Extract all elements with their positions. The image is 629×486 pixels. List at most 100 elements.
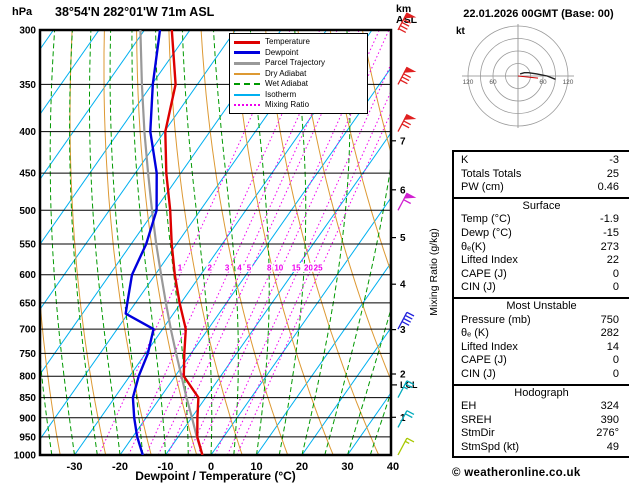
mixing-ratio-value-label: 5: [247, 264, 252, 273]
mixing-ratio-value-label: 15: [292, 264, 301, 273]
pressure-tick-label: 600: [19, 270, 36, 281]
wind-barb: [397, 380, 415, 398]
mixing-ratio-line: [236, 111, 391, 455]
isotherm-line: [40, 30, 145, 181]
legend-item: Mixing Ratio: [234, 100, 362, 111]
hodograph-ring-label: 60: [489, 79, 497, 86]
pressure-tick-label: 650: [19, 298, 36, 309]
table-row: CAPE (J) 0: [454, 268, 629, 282]
table-row: CAPE (J) 0: [454, 354, 629, 368]
temperature-tick-label: 0: [208, 461, 214, 473]
table-section-title: Hodograph: [454, 383, 629, 401]
table-row: Lifted Index 14: [454, 341, 629, 355]
mixing-ratio-value-label: 1: [178, 264, 183, 273]
pressure-tick-label: 550: [19, 240, 36, 251]
metric-label: CIN (J): [461, 281, 496, 294]
pressure-axis-unit-label: hPa: [12, 6, 33, 18]
metric-value: 273: [600, 240, 619, 253]
legend-item: Wet Adiabat: [234, 79, 362, 90]
lcl-label: LCL: [400, 380, 418, 390]
metric-label: CIN (J): [461, 367, 496, 380]
metric-value: 14: [606, 340, 619, 353]
pressure-tick-label: 700: [19, 325, 36, 336]
pressure-tick-label: 950: [19, 432, 36, 443]
temperature-tick-label: -10: [158, 461, 174, 473]
legend-item: Isotherm: [234, 90, 362, 101]
sounding-curves: [124, 30, 204, 455]
metric-label: Temp (°C): [461, 213, 511, 226]
pressure-tick-label: 900: [19, 413, 36, 424]
temperature-curve: [164, 30, 204, 455]
metric-label: PW (cm): [461, 181, 504, 194]
parcel-trajectory-curve: [139, 30, 204, 455]
isotherm-line: [301, 326, 391, 455]
mixing-ratio-value-label: 8: [267, 264, 272, 273]
metric-value: 750: [600, 313, 619, 326]
dry-adiabat-line: [103, 30, 152, 455]
table-row: Temp (°C) -1.9: [454, 213, 629, 227]
legend-item: Dry Adiabat: [234, 69, 362, 80]
metric-label: StmSpd (kt): [461, 440, 520, 453]
metric-value: 49: [606, 440, 619, 453]
temperature-tick-label: -20: [112, 461, 128, 473]
hodograph-unit-label: kt: [456, 26, 465, 37]
legend-item-label: Temperature: [265, 37, 310, 47]
pressure-tick-label: 750: [19, 349, 36, 360]
temperature-tick-label: 10: [250, 461, 262, 473]
hodograph-ring-label: 120: [563, 79, 574, 86]
hodograph-ring: [505, 63, 531, 89]
isotherm-line: [256, 261, 391, 455]
wind-barb: [397, 410, 415, 428]
pressure-tick-label: 350: [19, 80, 36, 91]
legend-line-sample: [234, 83, 260, 86]
indices-table: K -3 Totals Totals 25 PW (cm) 0.46 Surface Temp…: [452, 150, 629, 459]
legend-line-sample: [234, 72, 260, 75]
legend-line-sample: [234, 51, 260, 55]
temperature-tick-label: -30: [67, 461, 83, 473]
isotherm-line: [40, 30, 100, 116]
metric-label: StmDir: [461, 427, 495, 440]
table-row: θₑ (K) 282: [454, 327, 629, 341]
legend-item: Temperature: [234, 37, 362, 48]
table-row: K -3: [454, 154, 629, 168]
altitude-axis-unit-label: km ASL: [396, 4, 417, 26]
altitude-tick-label: 3: [400, 325, 406, 336]
pressure-tick-label: 500: [19, 206, 36, 217]
dry-adiabat-line: [329, 30, 391, 274]
altitude-tick-label: 6: [400, 185, 406, 196]
skewt-plot: 3003504004505005506006507007508008509009…: [14, 12, 440, 483]
temperature-tick-label: 40: [387, 461, 399, 473]
legend-item: Parcel Trajectory: [234, 58, 362, 69]
plot-legend: Temperature Dewpoint Parcel Trajectory Dry …: [229, 33, 368, 114]
wet-adiabat-line: [131, 30, 166, 455]
table-section-title: Most Unstable: [454, 296, 629, 314]
table-row: PW (cm) 0.46: [454, 181, 629, 195]
pressure-tick-label: 800: [19, 372, 36, 383]
wind-barb: [397, 66, 417, 85]
dewpoint-curve: [124, 30, 162, 455]
table-section-title: Surface: [454, 196, 629, 214]
table-row: Lifted Index 22: [454, 254, 629, 268]
table-row: StmSpd (kt) 49: [454, 441, 629, 455]
storm-motion-vector: [517, 75, 539, 79]
x-axis-label: Dewpoint / Temperature (°C): [135, 469, 296, 483]
metric-value: 0.46: [597, 181, 619, 194]
table-row: Totals Totals 25: [454, 168, 629, 182]
wind-barb: [397, 113, 417, 132]
mixing-ratio-value-label: 2: [207, 264, 212, 273]
table-row: EH 324: [454, 400, 629, 414]
table-row: CIN (J) 0: [454, 281, 629, 295]
wet-adiabat-line: [40, 354, 53, 455]
wet-adiabat-line: [89, 30, 121, 455]
legend-item-label: Dewpoint: [265, 47, 299, 57]
table-row: θₑ(K) 273: [454, 241, 629, 255]
mixing-ratio-value-label: 3: [225, 264, 230, 273]
pressure-tick-label: 400: [19, 127, 36, 138]
wind-barb: [397, 12, 417, 33]
hodograph-trace: [519, 72, 556, 80]
legend-item-label: Wet Adiabat: [265, 79, 308, 89]
metric-value: 390: [600, 413, 619, 426]
metric-label: θₑ (K): [461, 327, 489, 340]
legend-line-sample: [234, 93, 260, 96]
metric-value: 25: [606, 167, 619, 180]
